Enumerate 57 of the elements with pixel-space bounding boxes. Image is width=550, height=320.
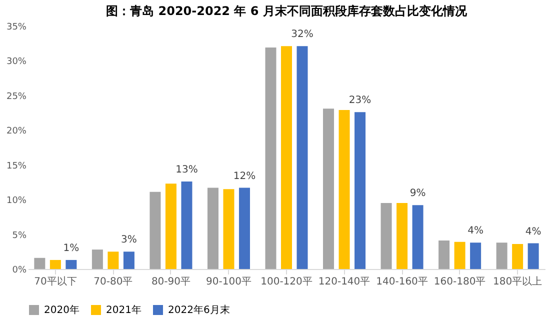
data-label: 3% <box>121 234 137 246</box>
data-label: 1% <box>63 242 80 254</box>
x-tick-label: 120-140平 <box>318 276 370 288</box>
bar <box>281 46 292 269</box>
y-tick-label: 5% <box>12 230 27 241</box>
y-tick-label: 0% <box>12 266 27 276</box>
data-label: 23% <box>348 95 372 106</box>
y-tick-label: 30% <box>6 57 27 68</box>
data-label: 4% <box>468 226 484 237</box>
bar <box>165 184 176 269</box>
bar <box>470 242 482 269</box>
bar <box>396 203 408 269</box>
bar <box>380 203 392 269</box>
data-label: 13% <box>176 164 198 176</box>
bar <box>438 240 450 269</box>
x-tick-label: 80-90平 <box>151 276 190 288</box>
bar <box>454 242 466 269</box>
bar <box>34 258 46 269</box>
data-label: 4% <box>525 226 542 238</box>
legend-label: 2020年 <box>44 304 80 316</box>
bar <box>296 46 308 269</box>
bar <box>181 182 192 269</box>
bar <box>66 260 77 269</box>
bar <box>108 252 119 269</box>
bar <box>92 250 103 269</box>
bar <box>123 252 134 269</box>
bar <box>338 110 350 269</box>
bar <box>412 205 424 269</box>
y-tick-label: 20% <box>6 126 27 137</box>
x-tick-label: 70平以下 <box>34 276 77 288</box>
x-tick-label: 140-160平 <box>376 276 428 288</box>
x-tick-label: 70-80平 <box>94 276 133 288</box>
data-label: 32% <box>291 29 314 40</box>
bar <box>207 188 218 269</box>
legend-label: 2022年6月末 <box>168 304 230 316</box>
bar <box>512 244 524 269</box>
data-label: 9% <box>410 188 426 200</box>
x-tick-label: 90-100平 <box>206 276 252 288</box>
y-tick-label: 15% <box>6 161 27 172</box>
bar <box>238 188 250 269</box>
bar <box>354 112 366 269</box>
bar <box>265 48 276 269</box>
legend-label: 2021年 <box>106 304 142 316</box>
bar <box>496 242 508 269</box>
x-tick-label: 160-180平 <box>434 276 486 288</box>
y-tick-label: 10% <box>6 196 27 206</box>
bar <box>223 189 234 269</box>
y-tick-label: 25% <box>6 92 27 102</box>
bar <box>150 192 161 269</box>
data-label: 12% <box>233 170 256 182</box>
bar <box>50 260 61 269</box>
x-tick-label: 180平以上 <box>493 276 542 288</box>
bar <box>528 243 539 269</box>
chart-title: 图：青岛 2020-2022 年 6 月末不同面积段库存套数占比变化情况 <box>106 4 468 18</box>
x-tick-label: 100-120平 <box>260 276 312 288</box>
y-tick-label: 35% <box>6 22 27 32</box>
bar <box>323 108 334 269</box>
